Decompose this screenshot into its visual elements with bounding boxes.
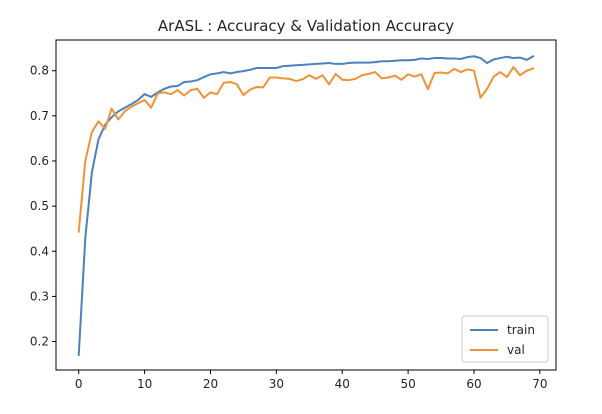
legend-label-val: val	[507, 343, 525, 357]
x-tick-label: 30	[269, 377, 284, 391]
x-tick-label: 50	[400, 377, 415, 391]
x-tick-label: 10	[137, 377, 152, 391]
x-tick-label: 40	[335, 377, 350, 391]
y-tick-label: 0.4	[30, 244, 49, 258]
y-tick-label: 0.7	[30, 109, 49, 123]
y-tick-label: 0.6	[30, 154, 49, 168]
x-tick-label: 60	[466, 377, 481, 391]
chart-title: ArASL : Accuracy & Validation Accuracy	[158, 17, 454, 35]
x-tick-label: 20	[203, 377, 218, 391]
axes: 0 10 20 30 40 50 60 70 0.2 0.3 0.4 0.5 0.6 0.7 0.8	[30, 39, 557, 391]
legend-label-train: train	[507, 323, 535, 337]
y-tick-label: 0.3	[30, 289, 49, 303]
plot-frame	[55, 39, 557, 371]
series-line-train	[77, 55, 535, 357]
x-tick-label: 0	[75, 377, 83, 391]
legend: train val	[461, 315, 549, 363]
y-tick-label: 0.2	[30, 335, 49, 349]
series-line-val	[77, 66, 535, 233]
legend-box	[461, 315, 549, 363]
y-tick-label: 0.5	[30, 199, 49, 213]
y-tick-label: 0.8	[30, 64, 49, 78]
plot-area	[77, 55, 535, 357]
x-tick-label: 70	[532, 377, 547, 391]
